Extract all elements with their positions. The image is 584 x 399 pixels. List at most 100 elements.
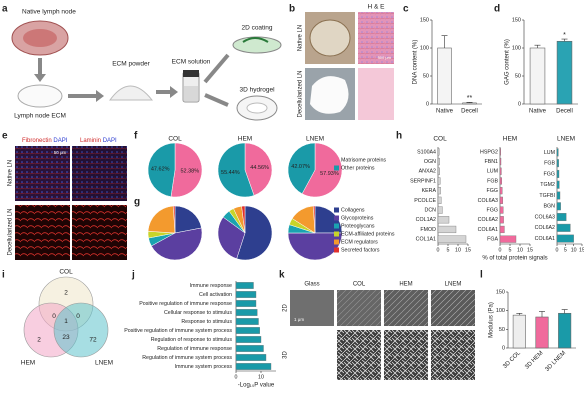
chart-title: COL [433,136,447,143]
pie-title: COL [168,136,182,143]
bar [235,318,259,325]
arrow [203,53,230,84]
stain: Laminin [80,138,101,144]
y-tick-label: FMOD [420,227,436,233]
if-texture [15,205,70,260]
venn-count: 0 [76,313,80,320]
y-tick-label: 100 [420,45,429,51]
error-bar [561,309,568,314]
bar [235,327,260,334]
legend-swatch [334,215,339,221]
error-bar [534,44,541,48]
panel-letter: g [134,197,140,208]
column-label: HEM [399,282,412,288]
pie-slice [147,205,176,234]
bar [235,336,262,343]
pie-slice [313,205,316,234]
x-axis-label: % of total protein signals [482,256,547,262]
schematic: Native lymph node Lymph node ECM ECM pow… [11,9,282,121]
bar [437,235,467,243]
error-bar [539,311,545,318]
y-tick-label: Cell activation [199,292,232,298]
powder-icon [109,85,154,101]
y-tick-label: COL6A2 [535,225,555,231]
bar [512,314,526,349]
venn-count: 2 [64,290,68,297]
x-tick-label: 3D COL [502,350,522,370]
y-tick-label: 50 [423,73,429,79]
venn-label: LNEM [95,360,113,367]
bar [499,157,502,166]
chart-title: HEM [503,136,517,143]
y-tick-label: DCN [425,207,437,213]
significance: * [563,32,566,39]
immunostaining: Fibronectin DAPI Laminin DAPI Native LN … [8,138,127,260]
if-texture [72,146,127,201]
legend-swatch [334,223,339,229]
bar [558,312,572,349]
y-tick-label: FGG [544,171,555,177]
bar [437,216,450,224]
legend-label: ECM-affiliated proteins [341,231,395,237]
panel-letter: c [403,4,409,15]
sem-texture [337,290,381,326]
hydrogel-core [246,102,268,114]
tissue [310,76,349,114]
stain: Fibronectin [22,138,52,144]
x-tick-label: Native [529,109,547,115]
y-tick-label: Positive regulation of immune response [139,301,232,307]
sem-texture [384,330,428,380]
y-tick-label: COL6A1 [535,236,555,242]
if-texture [15,146,70,201]
panel-letter: l [480,270,483,281]
y-tick-label: 150 [420,17,429,23]
y-tick-label: 0 [426,101,429,107]
pie-title: HEM [238,136,252,143]
label: Lymph node ECM [14,113,66,120]
pie-slice [147,142,176,197]
x-tick-label: 0 [499,247,502,253]
legend-label: Matrisome proteins [341,157,386,163]
label: Native lymph node [22,9,76,16]
panel-letter: a [2,4,8,15]
sem-image [290,290,334,326]
y-tick-label: FGG [487,188,498,194]
panel-letter: j [131,270,135,281]
column-label: Laminin DAPI [80,138,117,144]
gel-imaging: Glass COL HEM LNEM 2D 3D 1 μm [283,282,475,380]
bar [437,157,440,166]
legend-label: Other proteins [341,165,375,171]
bar [499,206,504,214]
panel-letter: b [289,4,295,15]
bar [499,225,505,234]
venn-label: COL [59,269,73,276]
y-axis-label: DNA content (%) [413,40,419,85]
bar [499,235,517,243]
bar [535,316,549,349]
pie-slice [151,227,203,261]
x-tick-label: 15 [579,247,584,253]
x-tick-label: 0 [556,247,559,253]
y-tick-label: COL6A2 [478,217,498,223]
pie-slice [236,205,273,261]
column-label: H & E [368,4,386,11]
pie-slice [170,142,203,198]
bar [437,167,440,175]
legend-swatch [334,165,339,171]
y-axis-label: GAG content (%) [505,39,511,85]
y-tick-label: FGB [544,161,555,167]
y-tick-label: OGN [424,159,436,165]
y-tick-label: HSPG2 [480,149,498,155]
bar [556,159,559,168]
error-bar [516,312,523,316]
venn-set [53,302,109,358]
pie-slice [174,205,202,234]
pie-slice [244,142,273,196]
value-label: 47.62% [151,166,170,172]
pie-slice [217,142,255,198]
y-tick-label: Immune response [190,283,232,289]
significance: ** [467,95,473,102]
venn-count: 23 [62,334,70,341]
y-tick-label: LUM [544,150,555,156]
bar [556,191,561,200]
